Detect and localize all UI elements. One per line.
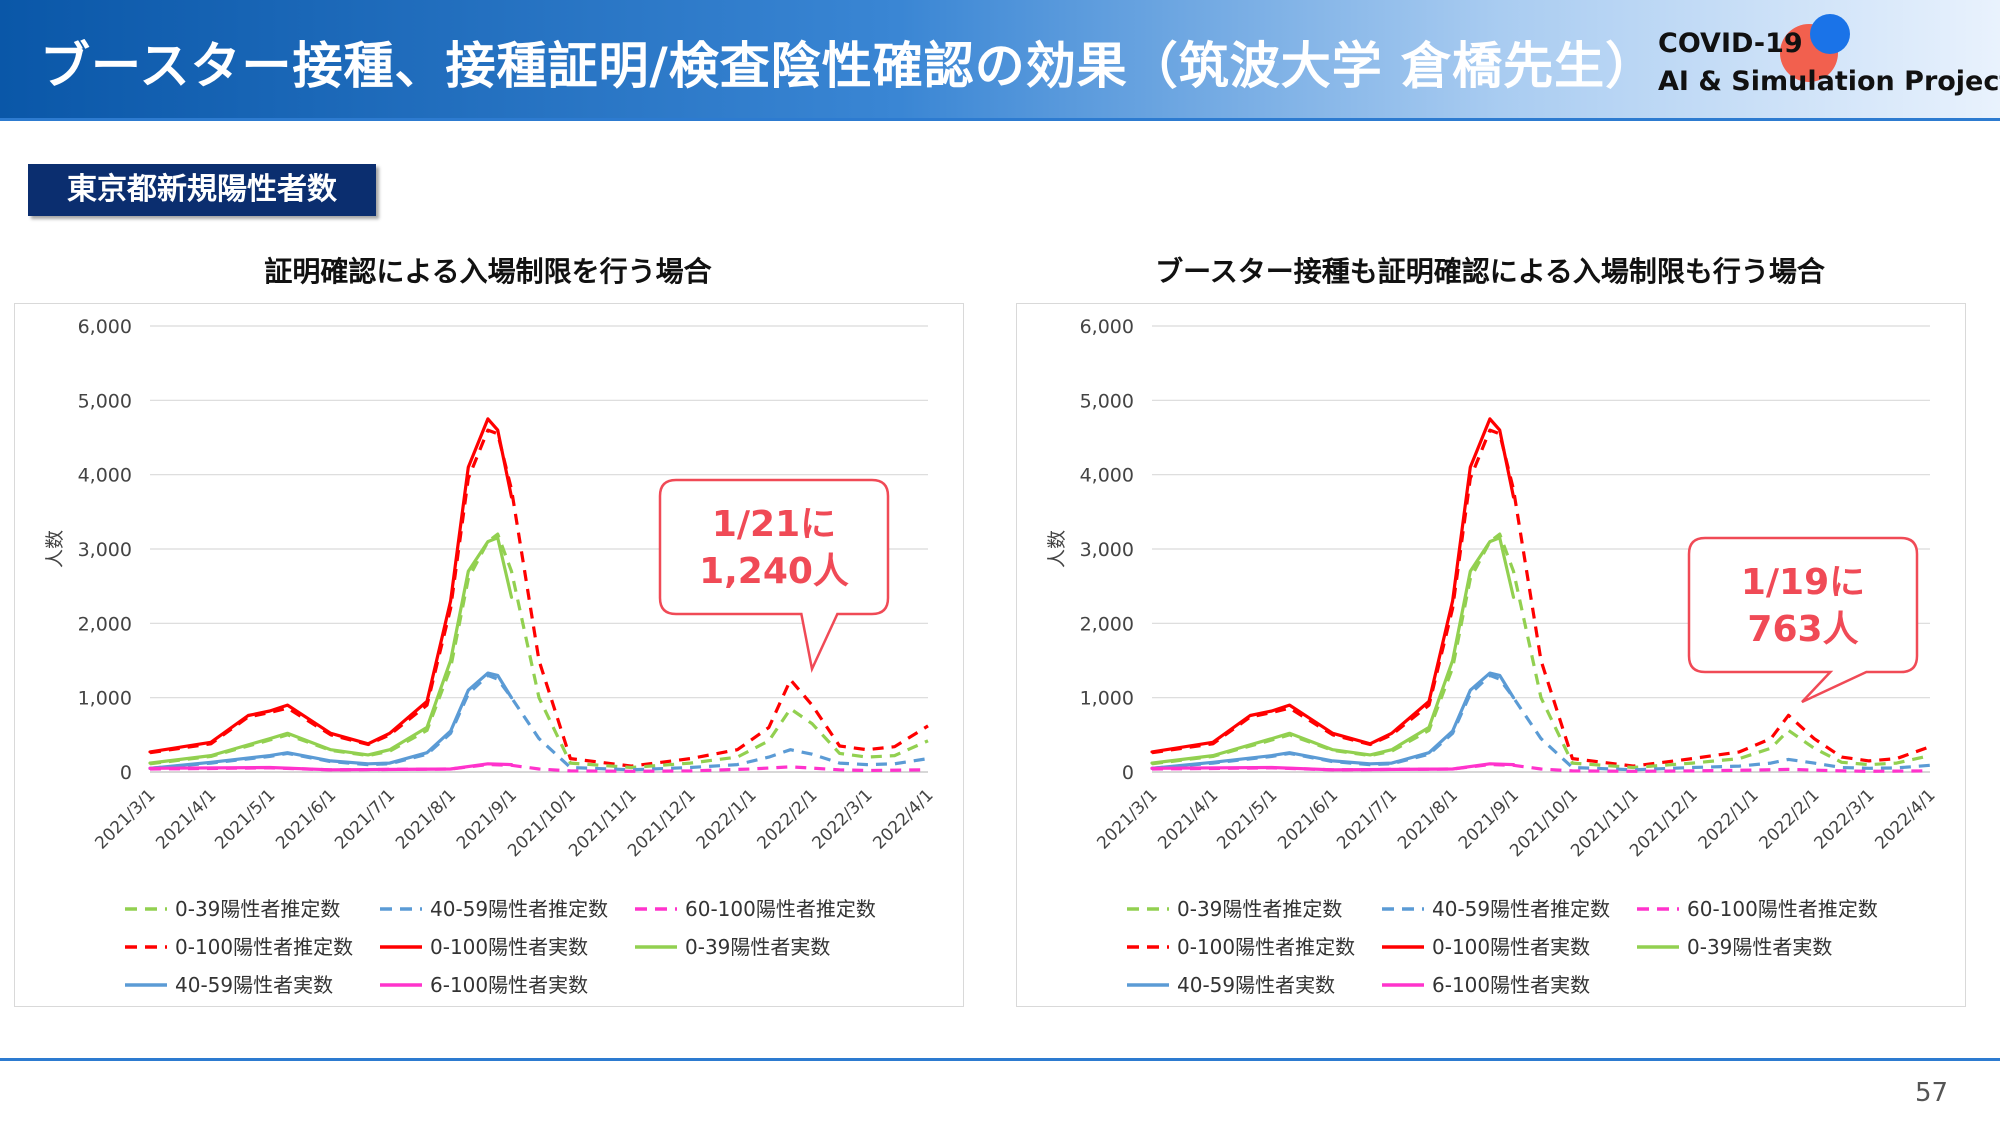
legend-label: 0-100陽性者実数 (430, 935, 588, 959)
callout: 1/19に 763人 (1687, 536, 1919, 704)
y-tick-label: 3,000 (1080, 539, 1134, 561)
legend-label: 6-100陽性者実数 (430, 973, 588, 997)
y-tick-label: 2,000 (1080, 613, 1134, 635)
logo-line2: AI & Simulation Project (1658, 66, 2000, 97)
x-tick-label: 2021/6/1 (1274, 785, 1342, 853)
logo-blue-circle (1810, 14, 1850, 54)
x-tick-label: 2022/4/1 (869, 785, 937, 853)
series-line (149, 673, 929, 772)
legend-label: 0-100陽性者実数 (1432, 935, 1590, 959)
chart-right-panel: 0 1,000 2,000 3,000 4,000 5,000 6,000 人数 2021/3/… (1016, 303, 1966, 1007)
series-line (1151, 532, 1931, 770)
y-tick-label: 5,000 (1080, 390, 1134, 412)
series-line (148, 417, 514, 754)
series-line (1151, 763, 1931, 773)
header-divider (0, 118, 2000, 121)
legend-label: 0-39陽性者実数 (1687, 935, 1832, 959)
y-tick-label: 1,000 (1080, 688, 1134, 710)
series-line (148, 536, 514, 765)
logo-line1: COVID-19 (1658, 28, 1803, 59)
chart-left-svg: 0 1,000 2,000 3,000 4,000 5,000 6,000 人数 2021/3/… (44, 316, 938, 997)
series-line (1150, 536, 1516, 765)
y-tick-label: 4,000 (78, 465, 132, 487)
legend-label: 40-59陽性者実数 (1177, 973, 1335, 997)
callout-line1: 1/19に (1741, 562, 1865, 603)
legend-label: 60-100陽性者推定数 (1687, 897, 1878, 921)
x-tick-label: 2021/8/1 (392, 785, 460, 853)
y-tick-label: 1,000 (78, 688, 132, 710)
callout-line2: 1,240人 (699, 551, 849, 592)
x-tick-label: 2021/8/1 (1394, 785, 1462, 853)
x-tick-label: 2021/7/1 (331, 785, 399, 853)
x-tick-label: 2022/1/1 (1695, 785, 1763, 853)
x-tick-label: 2021/5/1 (211, 785, 279, 853)
series-line (1150, 417, 1516, 754)
x-tick-label: 2022/4/1 (1871, 785, 1939, 853)
y-axis-label: 人数 (44, 530, 66, 568)
series-line (149, 763, 929, 773)
y-tick-label: 4,000 (1080, 465, 1134, 487)
series-line (1150, 671, 1516, 770)
callout-bubble (1687, 536, 1919, 704)
series-line (1150, 762, 1516, 772)
y-tick-label: 2,000 (78, 613, 132, 635)
x-tick-label: 2021/7/1 (1333, 785, 1401, 853)
callout: 1/21に 1,240人 (658, 478, 890, 674)
slide-header (0, 0, 2000, 120)
x-tick-label: 2022/3/1 (1810, 785, 1878, 853)
series-line (1151, 673, 1931, 772)
legend-label: 0-39陽性者推定数 (175, 897, 340, 921)
y-tick-label: 0 (1122, 762, 1134, 784)
legend-label: 60-100陽性者推定数 (685, 897, 876, 921)
y-tick-label: 6,000 (78, 316, 132, 338)
chart-right-title: ブースター接種も証明確認による入場制限も行う場合 (1155, 255, 1825, 288)
legend-label: 40-59陽性者推定数 (430, 897, 608, 921)
x-tick-label: 2022/1/1 (693, 785, 761, 853)
x-tick-label: 2021/3/1 (91, 785, 159, 853)
x-tick-label: 2022/3/1 (808, 785, 876, 853)
x-tick-label: 2021/5/1 (1213, 785, 1281, 853)
callout-line2: 763人 (1747, 609, 1858, 650)
chart-right-svg: 0 1,000 2,000 3,000 4,000 5,000 6,000 人数 2021/3/… (1046, 316, 1940, 997)
y-tick-label: 5,000 (78, 390, 132, 412)
page-number: 57 (1915, 1078, 1949, 1108)
series-line (149, 532, 929, 770)
callout-bubble (658, 478, 890, 674)
slide-title: ブースター接種、接種証明/検査陰性確認の効果（筑波大学 倉橋先生） (40, 37, 1657, 95)
y-axis-label: 人数 (1046, 530, 1068, 568)
legend-label: 0-100陽性者推定数 (1177, 935, 1355, 959)
section-label: 東京都新規陽性者数 (28, 164, 376, 216)
chart-left-panel: 0 1,000 2,000 3,000 4,000 5,000 6,000 人数 2021/3/… (14, 303, 964, 1007)
footer-divider (0, 1058, 2000, 1061)
series-line (148, 671, 514, 770)
y-tick-label: 0 (120, 762, 132, 784)
x-tick-label: 2021/4/1 (1154, 785, 1222, 853)
legend-label: 0-39陽性者実数 (685, 935, 830, 959)
x-tick-label: 2021/3/1 (1093, 785, 1161, 853)
series-line (148, 762, 514, 772)
x-tick-label: 2021/6/1 (272, 785, 340, 853)
y-tick-label: 6,000 (1080, 316, 1134, 338)
legend-label: 40-59陽性者実数 (175, 973, 333, 997)
project-logo: COVID-19 AI & Simulation Project (1655, 14, 2000, 104)
legend-label: 0-100陽性者推定数 (175, 935, 353, 959)
legend-label: 40-59陽性者推定数 (1432, 897, 1610, 921)
chart-left-title: 証明確認による入場制限を行う場合 (264, 255, 712, 288)
legend-label: 0-39陽性者推定数 (1177, 897, 1342, 921)
legend-label: 6-100陽性者実数 (1432, 973, 1590, 997)
x-tick-label: 2021/4/1 (152, 785, 220, 853)
callout-line1: 1/21に (712, 504, 836, 545)
y-tick-label: 3,000 (78, 539, 132, 561)
